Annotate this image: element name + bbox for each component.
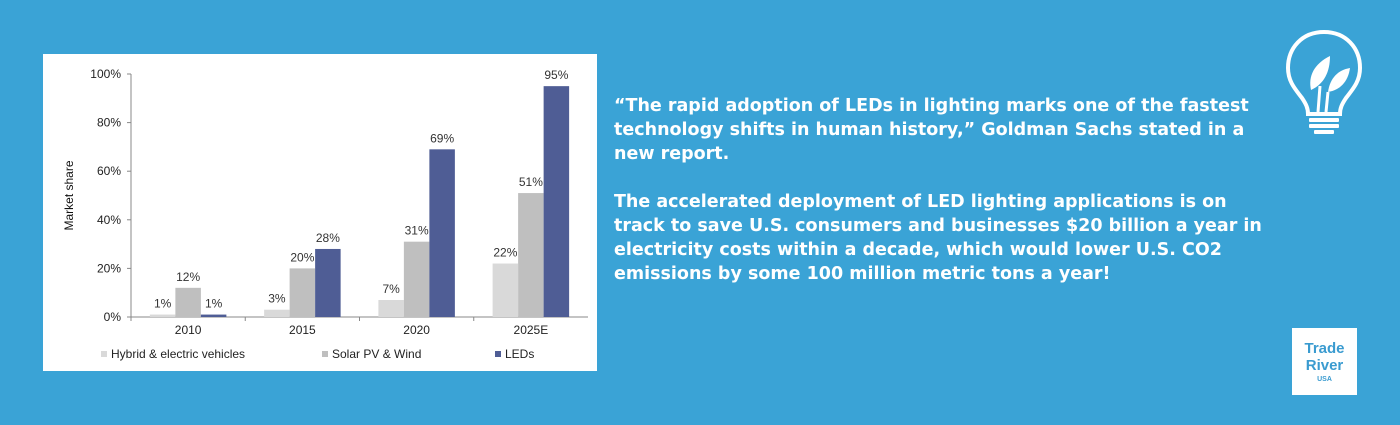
y-axis-title: Market share — [62, 160, 76, 230]
data-label: 1% — [154, 297, 172, 311]
data-label: 1% — [205, 297, 223, 311]
data-label: 95% — [544, 68, 568, 82]
chart-panel: 0% 20% 40% 60% 80% 100% Market share 1% 12% 1% 201… — [43, 54, 597, 371]
legend-label: LEDs — [505, 347, 534, 361]
bar-solar-pv-wind-2025e — [518, 193, 544, 317]
x-tick-label: 2025E — [514, 323, 549, 337]
y-tick-label: 100% — [90, 67, 121, 81]
logo-line-2: River — [1305, 357, 1344, 374]
y-tick-label: 60% — [97, 164, 121, 178]
y-tick-label: 20% — [97, 261, 121, 275]
bar-leds-2020 — [429, 149, 455, 317]
bar-hybrid-electric-vehicles-2010 — [149, 314, 176, 317]
bar-solar-pv-wind-2010 — [175, 287, 201, 317]
bar-solar-pv-wind-2020 — [403, 241, 430, 317]
quote-text: “The rapid adoption of LEDs in lighting … — [614, 96, 1249, 164]
data-label: 3% — [268, 292, 286, 306]
bar-solar-pv-wind-2015 — [289, 268, 316, 317]
data-label: 31% — [405, 224, 429, 238]
trade-river-logo: Trade River USA — [1292, 328, 1357, 395]
bar-hybrid-electric-vehicles-2020 — [378, 299, 404, 317]
y-tick-label: 40% — [97, 213, 121, 227]
legend-swatch — [322, 351, 328, 357]
legend-label: Hybrid & electric vehicles — [111, 347, 245, 361]
data-label: 22% — [493, 246, 517, 260]
y-tick-label: 80% — [97, 116, 121, 130]
legend-label: Solar PV & Wind — [332, 347, 421, 361]
bar-leds-2015 — [315, 248, 341, 317]
bar-leds-2010 — [200, 314, 227, 317]
x-tick-label: 2010 — [175, 323, 202, 337]
data-label: 7% — [382, 282, 400, 296]
bar-hybrid-electric-vehicles-2025e — [492, 263, 519, 317]
logo-line-1: Trade — [1304, 340, 1345, 357]
legend-swatch — [101, 351, 107, 357]
data-label: 28% — [316, 231, 340, 245]
data-label: 12% — [176, 270, 200, 284]
bar-chart: 0%20%40%60%80%100%Market share1%12%1%201… — [62, 67, 588, 361]
y-tick-label: 0% — [104, 310, 122, 324]
x-tick-label: 2015 — [289, 323, 316, 337]
x-tick-label: 2020 — [403, 323, 430, 337]
body-paragraph: The accelerated deployment of LED lighti… — [614, 192, 1262, 284]
bar-leds-2025e — [543, 86, 570, 318]
data-label: 20% — [290, 250, 314, 264]
legend-swatch — [495, 351, 501, 357]
data-label: 51% — [519, 175, 543, 189]
logo-line-3: USA — [1317, 376, 1332, 383]
bar-hybrid-electric-vehicles-2015 — [264, 309, 290, 317]
quote-block: “The rapid adoption of LEDs in lighting … — [614, 94, 1274, 286]
lightbulb-leaf-icon — [1285, 29, 1363, 134]
data-label: 69% — [430, 131, 454, 145]
